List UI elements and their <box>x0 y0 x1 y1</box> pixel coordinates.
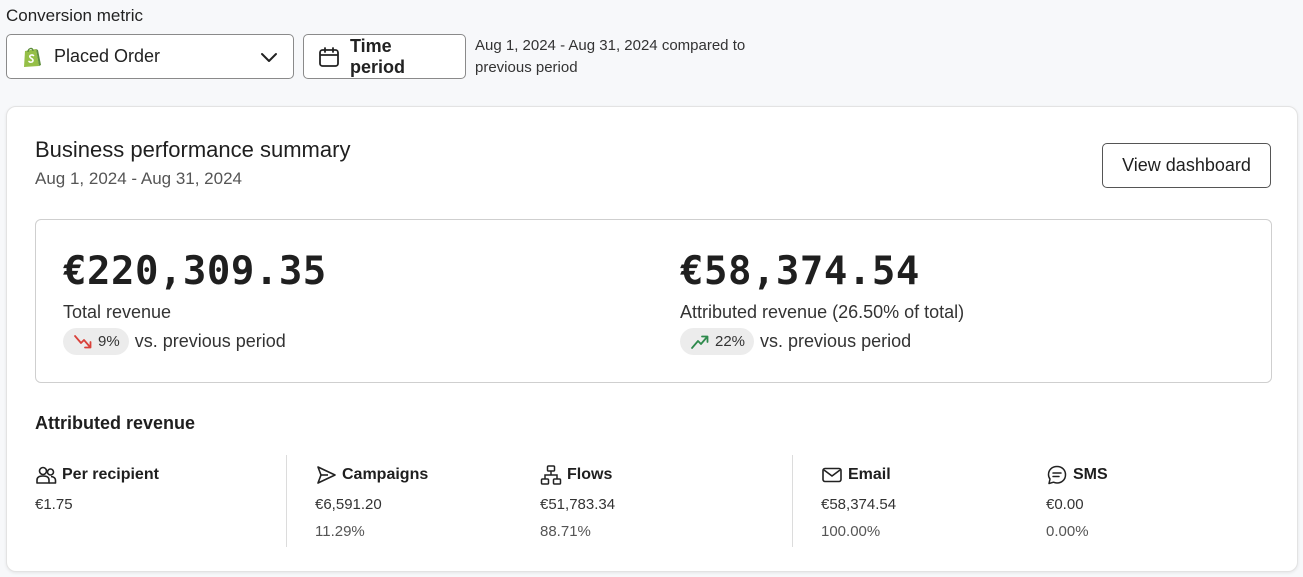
users-icon <box>35 464 57 486</box>
metric-campaigns: Campaigns €6,591.20 11.29% <box>315 463 428 540</box>
attributed-revenue-vs-text: vs. previous period <box>760 331 912 351</box>
metric-value: €1.75 <box>35 496 73 513</box>
time-period-label: Time period <box>350 35 406 77</box>
metric-divider <box>792 455 793 547</box>
metric-percent: 11.29% <box>315 523 365 540</box>
total-revenue-vs-text: vs. previous period <box>134 331 286 351</box>
sms-icon <box>1046 464 1068 486</box>
metric-value: €0.00 <box>1046 496 1084 513</box>
metric-email: Email €58,374.54 100.00% <box>821 463 896 540</box>
shopify-icon <box>22 46 42 68</box>
metric-divider <box>286 455 287 547</box>
conversion-metric-value: Placed Order <box>54 46 161 66</box>
total-revenue-stat: €220,309.35 Total revenue 9% vs. previou… <box>63 248 327 355</box>
metric-value: €58,374.54 <box>821 496 897 513</box>
trend-up-icon <box>690 333 710 351</box>
chevron-down-icon <box>259 47 279 67</box>
attributed-revenue-change-badge: 22% <box>680 328 755 355</box>
comparison-period-text: Aug 1, 2024 - Aug 31, 2024 compared to p… <box>475 37 746 76</box>
attributed-revenue-stat: €58,374.54 Attributed revenue (26.50% of… <box>680 248 964 355</box>
attributed-revenue-change: 22% <box>715 333 746 350</box>
metric-label: Flows <box>567 466 613 483</box>
trend-down-icon <box>73 333 93 351</box>
metric-value: €6,591.20 <box>315 496 382 513</box>
view-dashboard-button[interactable]: View dashboard <box>1102 143 1271 188</box>
metric-sms: SMS €0.00 0.00% <box>1046 463 1108 540</box>
metric-percent: 88.71% <box>540 523 591 540</box>
metric-value: €51,783.34 <box>540 496 616 513</box>
metric-label: Email <box>848 466 891 483</box>
card-date-range: Aug 1, 2024 - Aug 31, 2024 <box>35 169 243 188</box>
total-revenue-value: €220,309.35 <box>63 249 327 294</box>
metric-flows: Flows €51,783.34 88.71% <box>540 463 615 540</box>
attributed-revenue-label: Attributed revenue (26.50% of total) <box>680 302 965 322</box>
metric-label: Campaigns <box>342 466 429 483</box>
time-period-button[interactable]: Time period <box>303 34 466 79</box>
attributed-revenue-heading: Attributed revenue <box>35 413 196 433</box>
metric-percent: 0.00% <box>1046 523 1089 540</box>
metric-label: Per recipient <box>62 466 159 483</box>
mail-icon <box>821 464 843 486</box>
revenue-stats-box: €220,309.35 Total revenue 9% vs. previou… <box>35 219 1272 383</box>
send-icon <box>315 464 337 486</box>
conversion-metric-select[interactable]: Placed Order <box>6 34 294 79</box>
total-revenue-change: 9% <box>98 333 120 350</box>
total-revenue-label: Total revenue <box>63 302 172 322</box>
attributed-revenue-value: €58,374.54 <box>680 249 920 294</box>
flows-icon <box>540 464 562 486</box>
metric-percent: 100.00% <box>821 523 881 540</box>
business-performance-card: Business performance summary Aug 1, 2024… <box>6 106 1298 572</box>
conversion-metric-label: Conversion metric <box>6 6 143 25</box>
calendar-icon <box>318 46 340 68</box>
total-revenue-change-badge: 9% <box>63 328 129 355</box>
metric-label: SMS <box>1073 466 1108 483</box>
metric-per-recipient: Per recipient €1.75 <box>35 463 159 513</box>
card-title: Business performance summary <box>35 137 351 162</box>
